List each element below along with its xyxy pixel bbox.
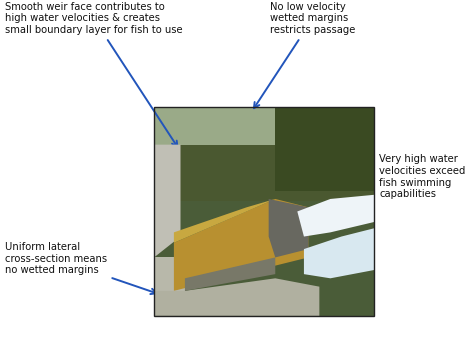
Text: No low velocity
wetted margins
restricts passage: No low velocity wetted margins restricts… <box>254 2 356 108</box>
Polygon shape <box>269 199 309 257</box>
Polygon shape <box>154 278 319 316</box>
Polygon shape <box>154 107 374 201</box>
Text: Smooth weir face contributes to
high water velocities & creates
small boundary l: Smooth weir face contributes to high wat… <box>5 2 182 147</box>
Bar <box>154 107 374 316</box>
Polygon shape <box>297 195 374 237</box>
Polygon shape <box>304 228 374 278</box>
Polygon shape <box>154 257 185 295</box>
Text: Very high water
velocities exceed
fish swimming
capabilities: Very high water velocities exceed fish s… <box>346 154 465 216</box>
Bar <box>154 107 275 145</box>
Polygon shape <box>174 199 275 243</box>
Polygon shape <box>154 145 181 257</box>
Polygon shape <box>174 199 309 291</box>
Bar <box>275 107 374 191</box>
Polygon shape <box>185 257 275 291</box>
Text: Uniform lateral
cross-section means
no wetted margins: Uniform lateral cross-section means no w… <box>5 242 156 294</box>
Bar <box>154 107 374 316</box>
